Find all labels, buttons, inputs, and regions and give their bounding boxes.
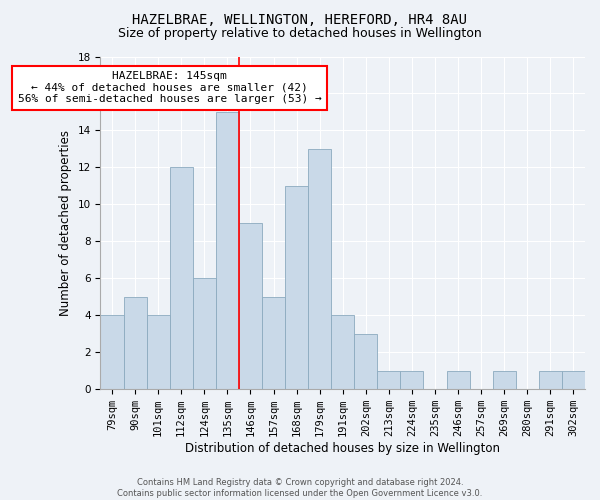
Bar	[354, 334, 377, 389]
Bar	[285, 186, 308, 389]
Bar	[170, 168, 193, 389]
Bar	[124, 297, 146, 389]
Bar	[308, 149, 331, 389]
Bar	[193, 278, 216, 389]
Bar	[262, 297, 285, 389]
Bar	[216, 112, 239, 389]
X-axis label: Distribution of detached houses by size in Wellington: Distribution of detached houses by size …	[185, 442, 500, 455]
Bar	[400, 370, 424, 389]
Bar	[377, 370, 400, 389]
Bar	[539, 370, 562, 389]
Bar	[562, 370, 585, 389]
Text: HAZELBRAE, WELLINGTON, HEREFORD, HR4 8AU: HAZELBRAE, WELLINGTON, HEREFORD, HR4 8AU	[133, 12, 467, 26]
Text: HAZELBRAE: 145sqm
← 44% of detached houses are smaller (42)
56% of semi-detached: HAZELBRAE: 145sqm ← 44% of detached hous…	[18, 72, 322, 104]
Bar	[100, 316, 124, 389]
Text: Size of property relative to detached houses in Wellington: Size of property relative to detached ho…	[118, 28, 482, 40]
Y-axis label: Number of detached properties: Number of detached properties	[59, 130, 72, 316]
Text: Contains HM Land Registry data © Crown copyright and database right 2024.
Contai: Contains HM Land Registry data © Crown c…	[118, 478, 482, 498]
Bar	[493, 370, 516, 389]
Bar	[239, 223, 262, 389]
Bar	[446, 370, 470, 389]
Bar	[146, 316, 170, 389]
Bar	[331, 316, 354, 389]
